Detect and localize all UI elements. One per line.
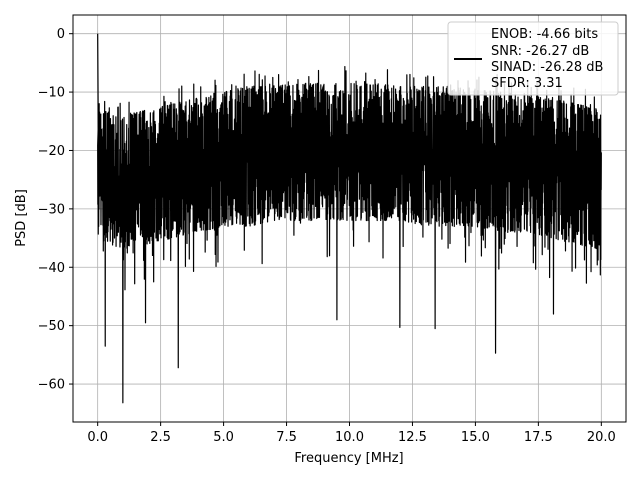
y-axis: 0 −10 −20 −30 −40 −50 −60 <box>38 27 73 393</box>
y-tick-label: −50 <box>38 319 65 334</box>
y-tick-label: −60 <box>38 378 65 393</box>
legend-box <box>447 21 619 96</box>
x-tick-label: 0.0 <box>87 430 108 445</box>
x-tick-label: 17.5 <box>524 430 553 445</box>
y-tick-label: −40 <box>38 261 65 276</box>
x-tick-label: 10.0 <box>335 430 364 445</box>
x-tick-label: 2.5 <box>150 430 171 445</box>
x-tick-label: 20.0 <box>587 430 616 445</box>
legend-entry-sfdr: SFDR: 3.31 <box>491 76 563 91</box>
legend: ENOB: -4.66 bits SNR: -26.27 dB SINAD: -… <box>447 21 619 96</box>
y-tick-label: −20 <box>38 144 65 159</box>
legend-entry-snr: SNR: -26.27 dB <box>491 44 589 59</box>
x-tick-label: 15.0 <box>461 430 490 445</box>
y-tick-label: 0 <box>57 27 65 42</box>
legend-entry-enob: ENOB: -4.66 bits <box>491 27 598 42</box>
y-tick-label: −30 <box>38 202 65 217</box>
y-axis-label: PSD [dB] <box>14 189 29 247</box>
y-tick-label: −10 <box>38 86 65 101</box>
x-axis: 0.0 2.5 5.0 7.5 10.0 12.5 15.0 17.5 20.0 <box>87 422 616 445</box>
x-tick-label: 12.5 <box>398 430 427 445</box>
x-tick-label: 5.0 <box>213 430 234 445</box>
plot-area <box>97 33 602 404</box>
x-tick-label: 7.5 <box>276 430 297 445</box>
x-axis-label: Frequency [MHz] <box>294 451 403 466</box>
psd-series-line <box>97 33 602 404</box>
legend-entry-sinad: SINAD: -26.28 dB <box>491 60 603 75</box>
